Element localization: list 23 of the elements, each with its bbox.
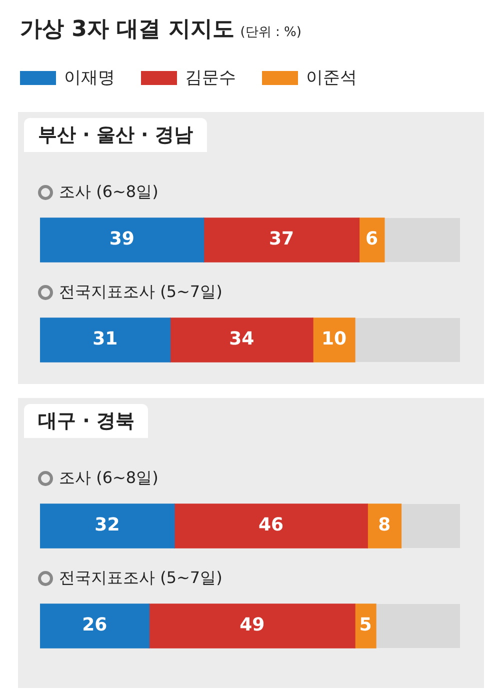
- data-label: 6: [366, 228, 378, 250]
- data-label: 39: [109, 228, 134, 250]
- data-label: 34: [229, 328, 254, 350]
- category-label: 전국지표조사 (5~7일): [59, 568, 222, 587]
- data-label: 49: [240, 614, 265, 636]
- data-label: 46: [258, 514, 284, 536]
- data-label: 8: [378, 514, 391, 536]
- category-label: 조사 (6~8일): [59, 182, 158, 201]
- data-label: 32: [94, 514, 120, 536]
- category-label: 조사 (6~8일): [59, 468, 158, 487]
- text: (단위 : %): [240, 25, 302, 40]
- chart-title: 대구 · 경북: [24, 404, 148, 438]
- chart-title: 부산 · 울산 · 경남: [24, 118, 207, 152]
- legend-label: 이재명: [64, 67, 115, 89]
- data-label: 10: [321, 328, 347, 350]
- data-label: 37: [268, 228, 294, 250]
- data-label: 5: [359, 614, 372, 636]
- legend-label: 김문수: [185, 67, 236, 89]
- text: 가상 3자 대결 지지도: [20, 17, 234, 42]
- category-label: 전국지표조사 (5~7일): [59, 282, 222, 301]
- legend-label: 이준석: [306, 67, 357, 89]
- data-label: 31: [92, 328, 118, 350]
- data-label: 26: [82, 614, 108, 636]
